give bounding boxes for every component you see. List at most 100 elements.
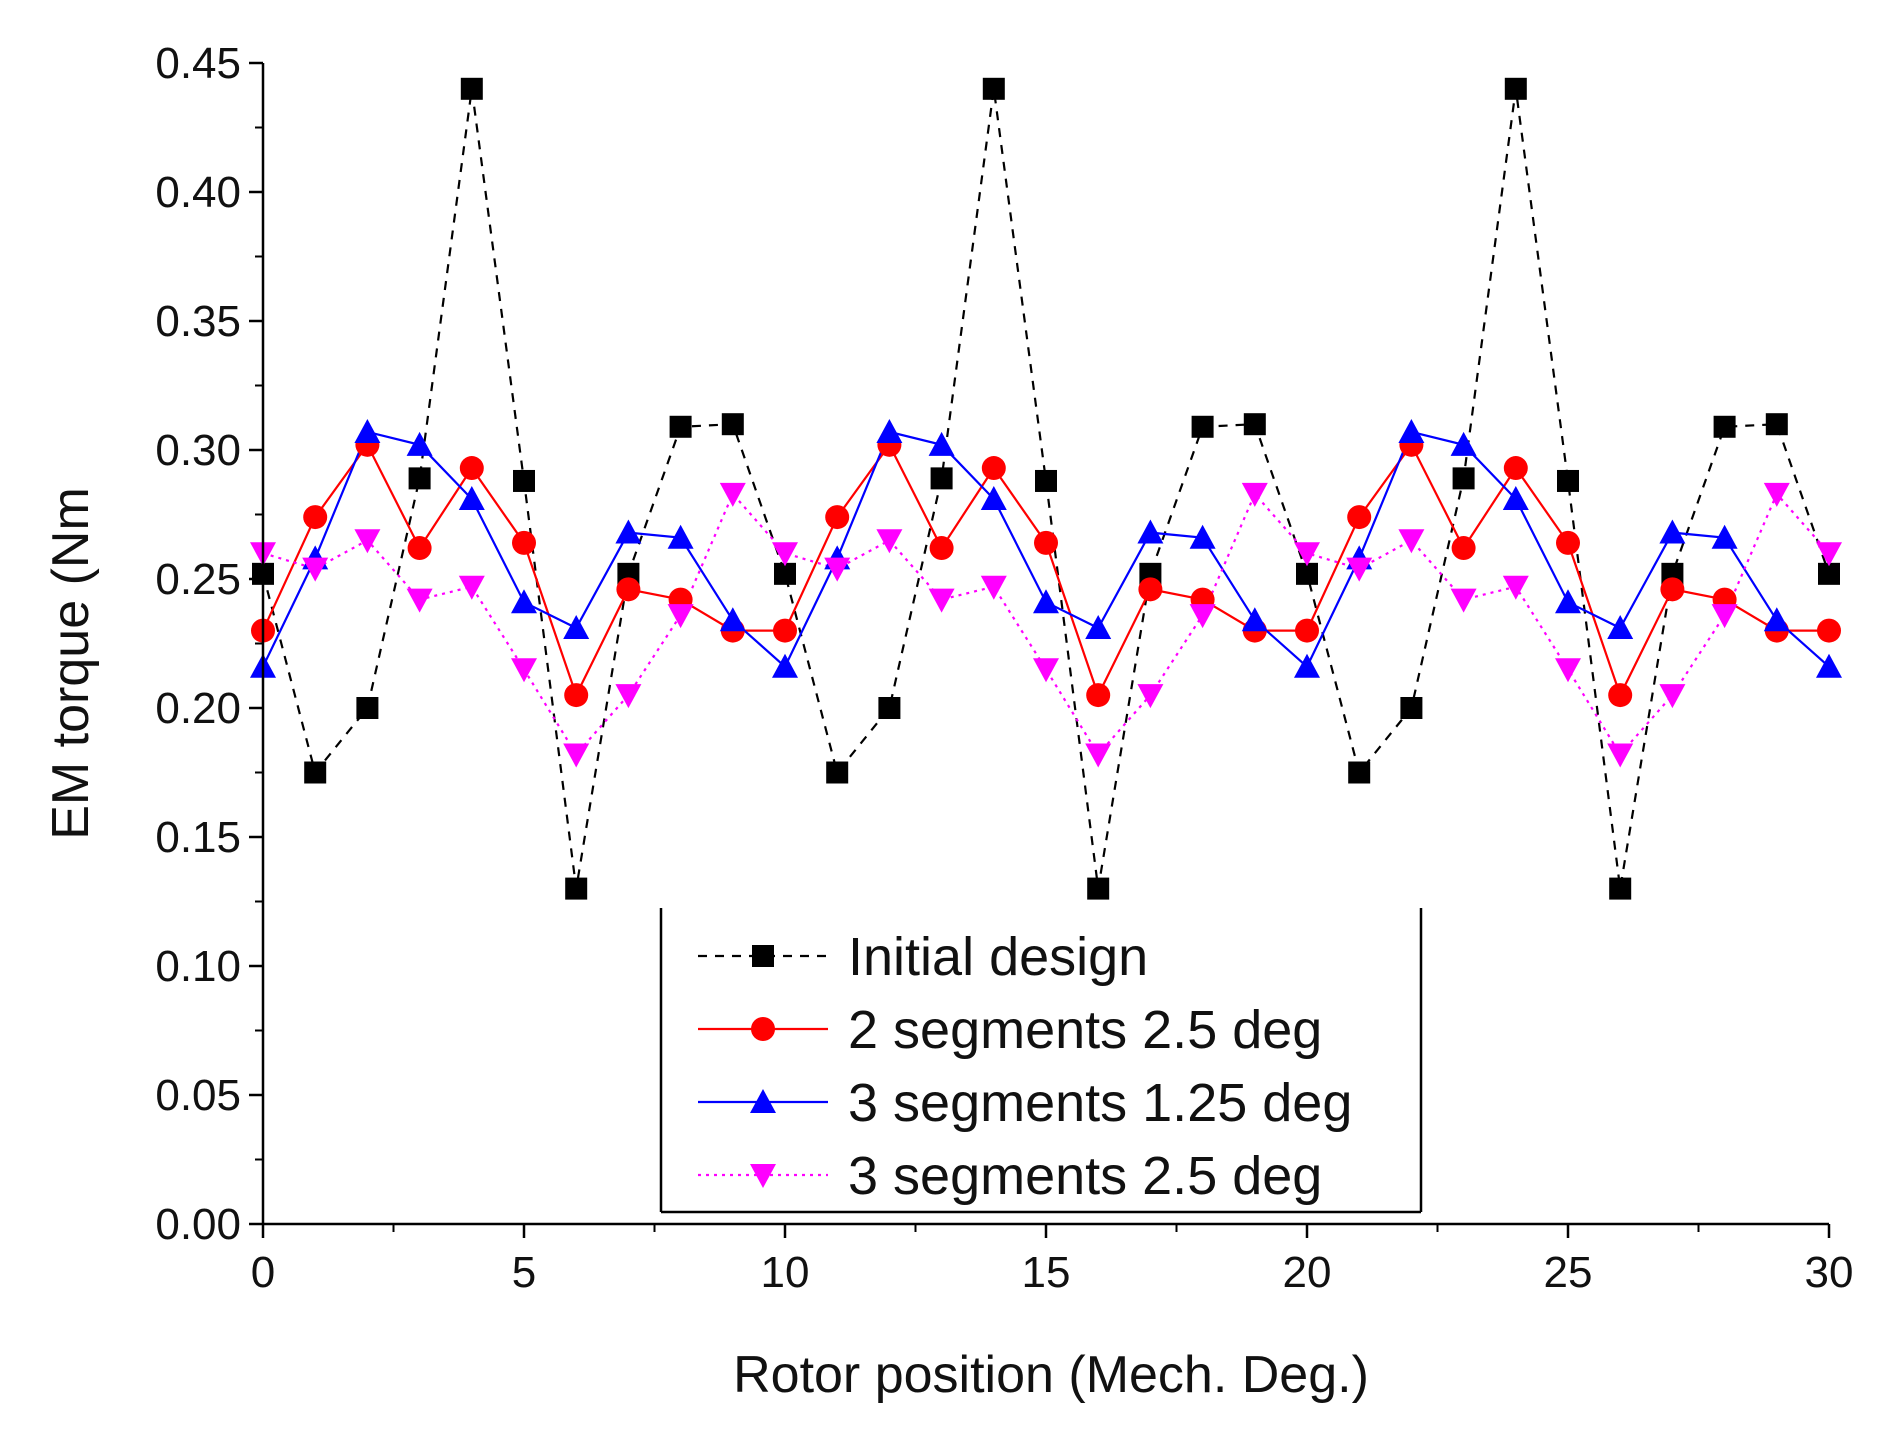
series-3-point: [1816, 653, 1842, 678]
series-1-point: [982, 77, 1005, 100]
series-4-point: [1085, 743, 1112, 768]
series-3-point: [1189, 524, 1216, 549]
series-3-point: [928, 431, 955, 456]
series-4-point: [719, 482, 746, 507]
series-4-point: [563, 743, 590, 768]
x-tick-label: 5: [512, 1248, 536, 1297]
x-tick-label: 10: [761, 1248, 810, 1297]
y-tick-label: 0.05: [155, 1071, 241, 1120]
series-4-point: [1502, 575, 1529, 600]
series-2-point: [1034, 530, 1058, 555]
series-3-point: [1763, 607, 1790, 632]
y-tick-label: 0.30: [155, 426, 241, 475]
series-3-point: [511, 589, 537, 614]
y-tick-label: 0.10: [155, 942, 241, 991]
series-1-point: [1504, 77, 1527, 100]
series-3-point: [719, 607, 746, 632]
series-1-point: [721, 413, 744, 436]
series-1-point: [1557, 469, 1579, 492]
series-2-point: [1347, 505, 1372, 530]
series-4-point: [1607, 743, 1634, 768]
x-tick-label: 15: [1022, 1248, 1071, 1297]
series-4-point: [406, 588, 433, 613]
series-4-point: [1137, 684, 1164, 709]
series-4-point: [824, 557, 851, 582]
series-1-point: [460, 77, 483, 100]
series-4-point: [302, 557, 329, 582]
series-2-point: [616, 577, 641, 602]
series-2-point: [981, 456, 1006, 481]
series-1-point: [356, 697, 379, 719]
series-3-point: [1502, 486, 1529, 511]
series-1-point: [774, 562, 796, 585]
series-2-point: [459, 456, 484, 481]
series-1-point: [1348, 761, 1371, 784]
x-tick-label: 25: [1544, 1248, 1593, 1297]
y-axis-title: EM torque (Nm: [42, 487, 100, 840]
y-tick-label: 0.00: [155, 1200, 241, 1249]
series-1-point: [1818, 562, 1840, 585]
series-4-point: [1659, 684, 1686, 709]
series-1-point: [1087, 877, 1110, 900]
series-2-point: [564, 683, 589, 708]
legend-label-3: 3 segments 1.25 deg: [848, 1073, 1352, 1133]
series-3-point: [1033, 589, 1059, 614]
y-tick-label: 0.40: [155, 168, 241, 217]
axes-layer: 0.00 0.05 0.10 0.15 0.20 0.25 0.30 0.35 0.40 0.45…: [155, 39, 1853, 1297]
x-tick-label: 30: [1805, 1248, 1854, 1297]
legend-marker-2: [751, 1017, 775, 1041]
plot-markers-layer: [250, 77, 1842, 900]
series-3-point: [876, 418, 903, 443]
series-1-point: [1713, 415, 1736, 438]
series-4-point: [511, 658, 537, 683]
series-1-point: [1296, 562, 1318, 585]
series-2-point: [1295, 618, 1319, 643]
series-1-point: [1452, 467, 1475, 490]
series-1-point: [1035, 469, 1057, 492]
series-2-point: [1503, 456, 1528, 481]
series-1-point: [826, 761, 849, 784]
series-2-point: [303, 505, 328, 530]
series-4-point: [1555, 658, 1581, 683]
y-tick-label: 0.20: [155, 684, 241, 733]
series-4-point: [1763, 482, 1790, 507]
x-tick-label: 0: [251, 1248, 275, 1297]
series-2-point: [1608, 683, 1633, 708]
series-4-point: [1346, 557, 1373, 582]
series-1-point: [408, 467, 431, 490]
series-2-point: [825, 505, 850, 530]
series-3-point: [1607, 615, 1634, 640]
series-2-point: [1817, 618, 1841, 643]
y-tick-label: 0.45: [155, 39, 241, 88]
legend: Initial design 2 segments 2.5 deg 3 segmen…: [659, 908, 1423, 1214]
series-1-point: [565, 877, 588, 900]
legend-marker-4: [750, 1164, 776, 1188]
series-1-point: [1609, 877, 1632, 900]
series-4-point: [1450, 588, 1477, 613]
legend-marker-3: [750, 1089, 776, 1113]
series-3-point: [667, 524, 694, 549]
series-4-point: [615, 684, 642, 709]
series-3-point: [406, 431, 433, 456]
series-2-point: [1556, 530, 1580, 555]
series-3-point: [1241, 607, 1268, 632]
series-4-point: [928, 588, 955, 613]
series-1-point: [1400, 697, 1423, 719]
legend-label-1: Initial design: [848, 927, 1148, 987]
series-3-point: [563, 615, 590, 640]
series-3-point: [1711, 524, 1738, 549]
series-2-point: [1660, 577, 1685, 602]
x-axis-title: Rotor position (Mech. Deg.): [733, 1346, 1369, 1404]
legend-background: [661, 908, 1421, 1212]
series-4-point: [980, 575, 1007, 600]
series-1-point: [304, 761, 327, 784]
x-tick-label: 20: [1283, 1248, 1332, 1297]
y-tick-label: 0.15: [155, 813, 241, 862]
series-3-point: [1398, 418, 1425, 443]
series-3-point: [1085, 615, 1112, 640]
y-tick-label: 0.35: [155, 297, 241, 346]
series-4-point: [876, 529, 903, 554]
series-3-point: [458, 486, 485, 511]
